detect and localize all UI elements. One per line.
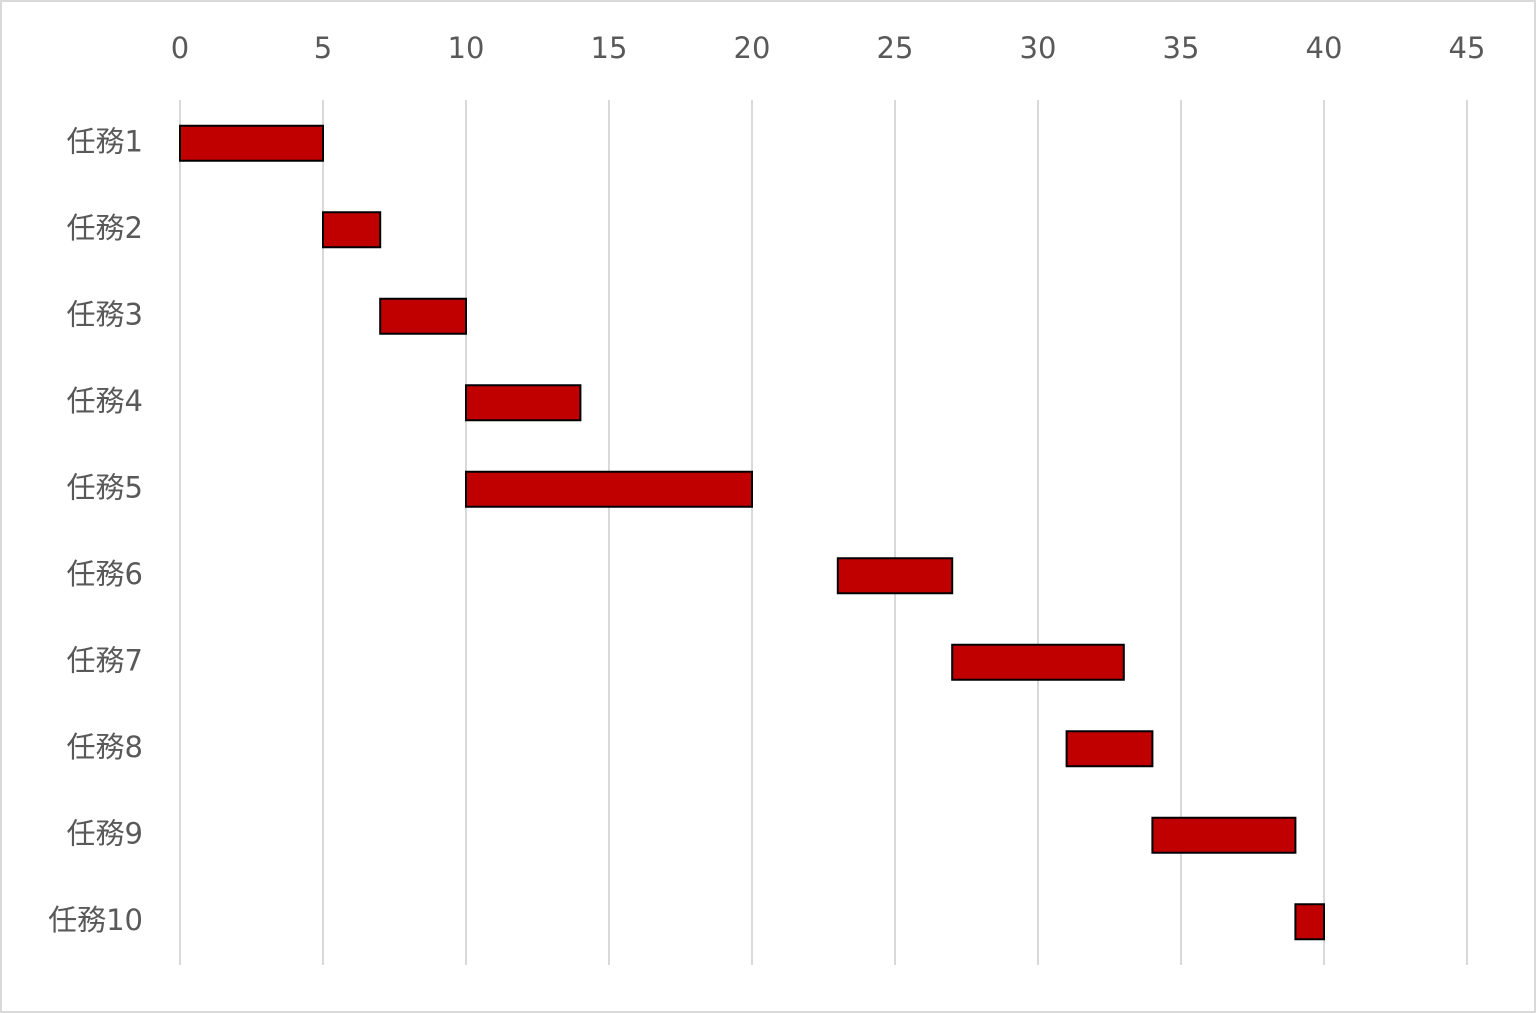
- x-tick-label: 40: [1306, 31, 1343, 65]
- bar: [836, 557, 954, 595]
- x-tick-label: 25: [877, 31, 914, 65]
- x-tick-label: 20: [734, 31, 771, 65]
- bar: [1151, 816, 1297, 854]
- y-tick-label: 任務9: [67, 816, 143, 850]
- x-tick-label: 30: [1020, 31, 1057, 65]
- x-tick-label: 10: [448, 31, 485, 65]
- bar: [1065, 730, 1154, 768]
- bar: [951, 643, 1125, 681]
- y-tick-label: 任務4: [67, 384, 143, 418]
- bar: [379, 297, 468, 335]
- bar: [465, 384, 582, 422]
- y-tick-label: 任務8: [67, 730, 143, 764]
- x-tick-label: 35: [1163, 31, 1200, 65]
- x-tick-label: 0: [171, 31, 189, 65]
- bar: [322, 211, 382, 249]
- y-tick-label: 任務6: [67, 557, 143, 591]
- bar: [1294, 903, 1326, 941]
- bar: [465, 470, 753, 508]
- bar: [179, 124, 324, 162]
- x-tick-label: 15: [591, 31, 628, 65]
- x-tick-label: 5: [314, 31, 332, 65]
- y-tick-label: 任務3: [67, 297, 143, 331]
- y-tick-label: 任務1: [67, 124, 143, 158]
- y-tick-label: 任務5: [67, 470, 143, 504]
- y-tick-label: 任務2: [67, 211, 143, 245]
- x-tick-label: 45: [1449, 31, 1486, 65]
- y-tick-label: 任務10: [48, 903, 143, 937]
- y-tick-label: 任務7: [67, 643, 143, 677]
